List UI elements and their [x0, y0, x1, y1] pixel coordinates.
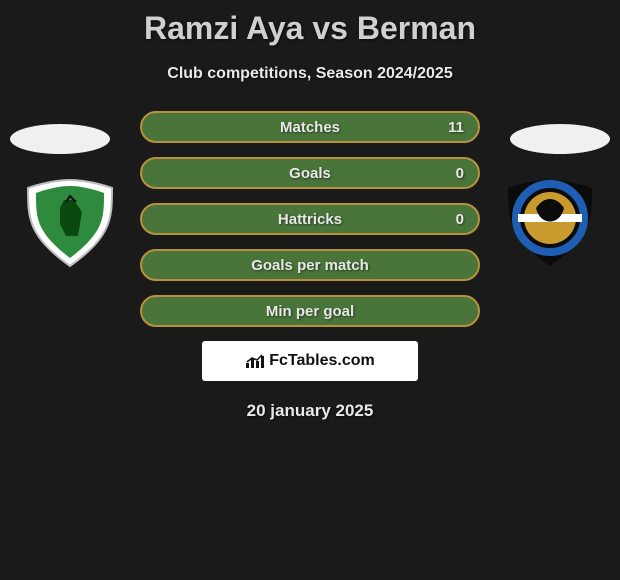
club-badge-right — [500, 178, 600, 268]
chart-icon — [245, 353, 265, 369]
stat-label: Matches — [280, 119, 340, 136]
stat-value-right: 11 — [448, 119, 464, 136]
stat-row-hattricks: Hattricks 0 — [140, 203, 480, 235]
page-title: Ramzi Aya vs Berman — [0, 0, 620, 47]
player-disc-right — [510, 124, 610, 154]
watermark-text: FcTables.com — [269, 352, 375, 370]
stat-row-mpg: Min per goal — [140, 295, 480, 327]
stat-label: Goals per match — [251, 257, 369, 274]
stat-label: Hattricks — [278, 211, 342, 228]
stat-row-gpm: Goals per match — [140, 249, 480, 281]
stats-rows: Matches 11 Goals 0 Hattricks 0 Goals per… — [140, 111, 480, 327]
club-badge-left — [20, 178, 120, 268]
stat-value-right: 0 — [456, 211, 464, 228]
player-disc-left — [10, 124, 110, 154]
stat-label: Min per goal — [266, 303, 354, 320]
watermark: FcTables.com — [202, 341, 418, 381]
stat-row-matches: Matches 11 — [140, 111, 480, 143]
stat-label: Goals — [289, 165, 331, 182]
stat-row-goals: Goals 0 — [140, 157, 480, 189]
stat-value-right: 0 — [456, 165, 464, 182]
date: 20 january 2025 — [0, 401, 620, 421]
subtitle: Club competitions, Season 2024/2025 — [0, 65, 620, 83]
